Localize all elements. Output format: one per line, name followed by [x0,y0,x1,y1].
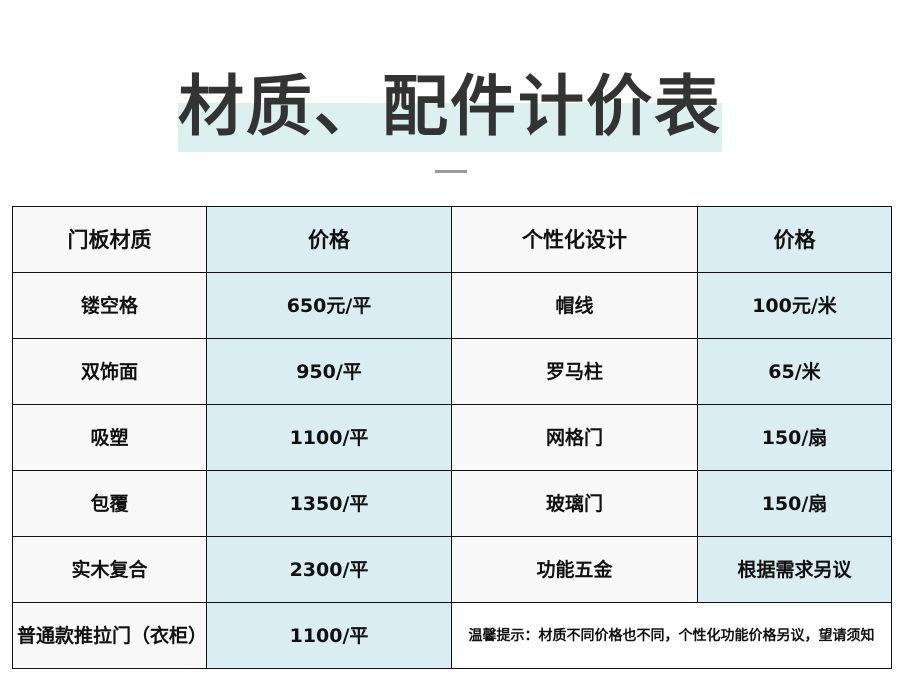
table-header-row: 门板材质 价格 个性化设计 价格 [12,206,892,273]
price-cell: 2300/平 [206,536,452,603]
header-cell: 价格 [206,206,452,273]
table-row: 实木复合 2300/平 功能五金 根据需求另议 [12,536,892,603]
price-cell: 1100/平 [206,404,452,471]
table-row: 镂空格 650元/平 帽线 100元/米 [12,272,892,339]
design-cell: 罗马柱 [451,338,698,405]
price-cell: 1350/平 [206,470,452,537]
material-cell: 普通款推拉门（衣柜） [12,602,207,669]
design-cell: 功能五金 [451,536,698,603]
material-cell: 镂空格 [12,272,207,339]
material-cell: 实木复合 [12,536,207,603]
note-cell: 温馨提示：材质不同价格也不同，个性化功能价格另议，望请须知 [451,602,892,669]
design-price-cell: 65/米 [697,338,892,405]
design-price-cell: 150/扇 [697,470,892,537]
table-row: 双饰面 950/平 罗马柱 65/米 [12,338,892,405]
header-cell: 门板材质 [12,206,207,273]
design-price-cell: 根据需求另议 [697,536,892,603]
header-cell: 价格 [697,206,892,273]
design-price-cell: 100元/米 [697,272,892,339]
material-cell: 包覆 [12,470,207,537]
price-cell: 1100/平 [206,602,452,669]
material-cell: 双饰面 [12,338,207,405]
design-price-cell: 150/扇 [697,404,892,471]
design-cell: 网格门 [451,404,698,471]
design-cell: 帽线 [451,272,698,339]
page-title: 材质、配件计价表 [178,68,722,145]
table-row: 普通款推拉门（衣柜） 1100/平 温馨提示：材质不同价格也不同，个性化功能价格… [12,602,892,669]
title-highlight [178,103,722,152]
material-cell: 吸塑 [12,404,207,471]
design-cell: 玻璃门 [451,470,698,537]
table-row: 吸塑 1100/平 网格门 150/扇 [12,404,892,471]
table-row: 包覆 1350/平 玻璃门 150/扇 [12,470,892,537]
price-cell: 950/平 [206,338,452,405]
title-divider [435,170,467,173]
header-cell: 个性化设计 [451,206,698,273]
price-cell: 650元/平 [206,272,452,339]
price-table: 门板材质 价格 个性化设计 价格 镂空格 650元/平 帽线 100元/米 双饰面 950… [12,206,892,669]
